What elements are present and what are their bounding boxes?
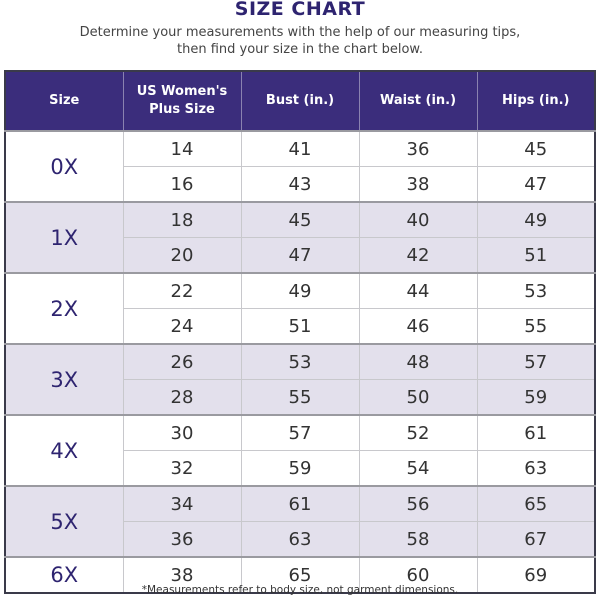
bust-cell: 59 xyxy=(240,450,359,486)
bust-cell: 43 xyxy=(240,166,359,202)
header-us-size: US Women's Plus Size xyxy=(123,71,242,131)
us-size-cell: 36 xyxy=(122,521,241,557)
us-size-cell: 22 xyxy=(122,272,241,309)
table-row: 4X 30 57 52 61 xyxy=(5,414,595,486)
waist-cell: 42 xyxy=(358,237,477,273)
us-size-cell: 38 xyxy=(122,556,241,593)
hips-cell: 65 xyxy=(476,485,595,522)
hips-cell: 61 xyxy=(476,414,595,451)
bust-cell: 65 xyxy=(240,556,359,593)
hips-cell: 57 xyxy=(476,343,595,380)
size-label: 5X xyxy=(5,485,123,557)
hips-cell: 45 xyxy=(476,130,595,167)
hips-cell: 53 xyxy=(476,272,595,309)
us-size-cell: 20 xyxy=(122,237,241,273)
bust-cell: 61 xyxy=(240,485,359,522)
hips-cell: 55 xyxy=(476,308,595,344)
size-label: 1X xyxy=(5,201,123,273)
table-row: 20 47 42 51 xyxy=(5,237,595,273)
us-size-cell: 24 xyxy=(122,308,241,344)
hips-cell: 51 xyxy=(476,237,595,273)
table-row: 16 43 38 47 xyxy=(5,166,595,202)
subtitle: Determine your measurements with the hel… xyxy=(0,24,600,58)
header-hips: Hips (in.) xyxy=(477,71,595,131)
bust-cell: 41 xyxy=(240,130,359,167)
hips-cell: 47 xyxy=(476,166,595,202)
table-row: 28 55 50 59 xyxy=(5,379,595,415)
table-row: 36 63 58 67 xyxy=(5,521,595,557)
bust-cell: 47 xyxy=(240,237,359,273)
hips-cell: 63 xyxy=(476,450,595,486)
waist-cell: 56 xyxy=(358,485,477,522)
subtitle-line-1: Determine your measurements with the hel… xyxy=(79,25,521,40)
size-label: 6X xyxy=(5,556,123,593)
bust-cell: 53 xyxy=(240,343,359,380)
bust-cell: 55 xyxy=(240,379,359,415)
bust-cell: 51 xyxy=(240,308,359,344)
size-chart-table: Size US Women's Plus Size Bust (in.) Wai… xyxy=(4,70,596,594)
waist-cell: 44 xyxy=(358,272,477,309)
us-size-cell: 34 xyxy=(122,485,241,522)
waist-cell: 48 xyxy=(358,343,477,380)
hips-cell: 69 xyxy=(476,556,595,593)
waist-cell: 36 xyxy=(358,130,477,167)
waist-cell: 38 xyxy=(358,166,477,202)
table-row: 1X 18 45 40 49 xyxy=(5,201,595,273)
table-row: 5X 34 61 56 65 xyxy=(5,485,595,557)
header-row: Size US Women's Plus Size Bust (in.) Wai… xyxy=(5,71,595,131)
hips-cell: 49 xyxy=(476,201,595,238)
us-size-cell: 16 xyxy=(122,166,241,202)
us-size-cell: 30 xyxy=(122,414,241,451)
table-row: 3X 26 53 48 57 xyxy=(5,343,595,415)
subtitle-line-2: then find your size in the chart below. xyxy=(177,42,423,57)
us-size-cell: 18 xyxy=(122,201,241,238)
size-label: 0X xyxy=(5,130,123,202)
hips-cell: 67 xyxy=(476,521,595,557)
waist-cell: 60 xyxy=(358,556,477,593)
waist-cell: 50 xyxy=(358,379,477,415)
size-label: 4X xyxy=(5,414,123,486)
bust-cell: 57 xyxy=(240,414,359,451)
table-row: 0X 14 41 36 45 xyxy=(5,130,595,202)
us-size-cell: 14 xyxy=(122,130,241,167)
size-label: 2X xyxy=(5,272,123,344)
page-title: SIZE CHART xyxy=(234,0,366,20)
waist-cell: 46 xyxy=(358,308,477,344)
header-bust: Bust (in.) xyxy=(241,71,360,131)
waist-cell: 58 xyxy=(358,521,477,557)
size-label: 3X xyxy=(5,343,123,415)
us-size-cell: 28 xyxy=(122,379,241,415)
waist-cell: 40 xyxy=(358,201,477,238)
bust-cell: 45 xyxy=(240,201,359,238)
waist-cell: 52 xyxy=(358,414,477,451)
table-row: 6X 38 65 60 69 xyxy=(5,556,595,593)
hips-cell: 59 xyxy=(476,379,595,415)
header-size: Size xyxy=(5,71,124,131)
table-row: 24 51 46 55 xyxy=(5,308,595,344)
table-row: 2X 22 49 44 53 xyxy=(5,272,595,344)
us-size-cell: 26 xyxy=(122,343,241,380)
bust-cell: 49 xyxy=(240,272,359,309)
waist-cell: 54 xyxy=(358,450,477,486)
table-row: 32 59 54 63 xyxy=(5,450,595,486)
bust-cell: 63 xyxy=(240,521,359,557)
us-size-cell: 32 xyxy=(122,450,241,486)
footnote: *Measurements refer to body size, not ga… xyxy=(141,584,459,596)
header-waist: Waist (in.) xyxy=(359,71,478,131)
